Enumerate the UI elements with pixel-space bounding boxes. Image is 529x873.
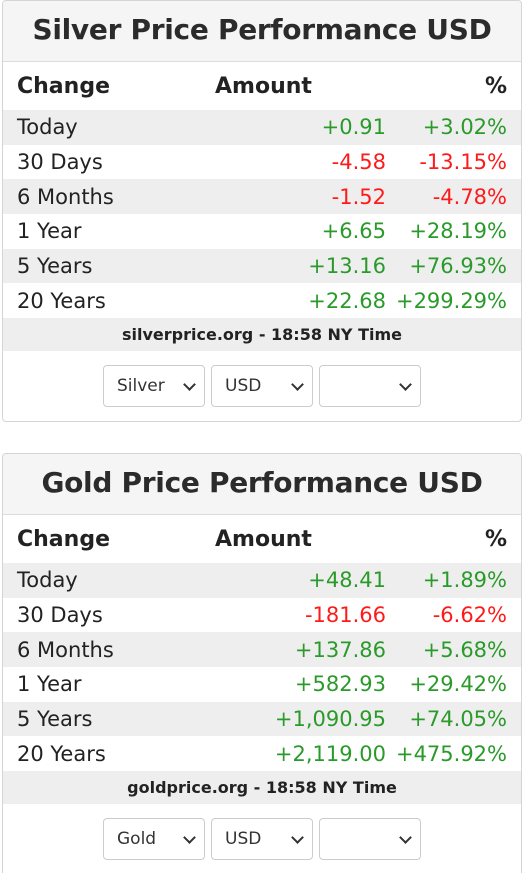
row-percent: +299.29%	[395, 288, 507, 313]
row-percent: +28.19%	[409, 219, 507, 244]
header-change: Change	[17, 526, 110, 552]
row-period: Today	[3, 110, 173, 145]
row-percent: -13.15%	[419, 150, 507, 175]
row-period: 20 Years	[17, 741, 106, 766]
table-row: 30 Days -181.66 -6.62%	[3, 598, 521, 633]
metal-select[interactable]: Gold	[103, 818, 205, 861]
row-amount: +1,090.95	[173, 701, 386, 737]
period-select[interactable]	[319, 818, 421, 861]
currency-select-value: USD	[225, 829, 262, 850]
row-period: 30 Days	[17, 150, 103, 175]
table-row: 5 Years +1,090.95 +74.05%	[3, 701, 521, 737]
row-period: 6 Months	[3, 179, 173, 215]
row-period: 1 Year	[17, 219, 82, 244]
table-header-row: Change Amount %	[3, 62, 521, 110]
currency-select-value: USD	[225, 376, 262, 397]
row-amount: +2,119.00	[274, 741, 386, 766]
row-amount: +582.93	[294, 672, 386, 697]
row-period: 1 Year	[17, 672, 82, 697]
row-amount: -181.66	[304, 603, 386, 628]
chevron-down-icon	[183, 830, 196, 844]
chevron-down-icon	[399, 830, 412, 844]
row-percent: -4.78%	[386, 179, 521, 215]
row-amount: -1.52	[173, 179, 386, 215]
table-row: 1 Year +6.65 +28.19%	[3, 214, 521, 249]
table-row: 1 Year +582.93 +29.42%	[3, 667, 521, 702]
performance-table: Change Amount % Today +0.91 +3.02% 30 Da…	[3, 62, 521, 318]
row-amount: +22.68	[308, 288, 386, 313]
table-header-row: Change Amount %	[3, 515, 521, 563]
panel-title: Gold Price Performance USD	[3, 454, 521, 515]
table-row: Today +0.91 +3.02%	[3, 110, 521, 145]
table-row: Today +48.41 +1.89%	[3, 563, 521, 598]
row-percent: +475.92%	[395, 741, 507, 766]
source-caption: goldprice.org - 18:58 NY Time	[3, 771, 521, 805]
row-period: Today	[3, 563, 173, 598]
row-percent: +74.05%	[386, 701, 521, 737]
currency-select[interactable]: USD	[211, 818, 313, 861]
period-select[interactable]	[319, 365, 421, 408]
table-row: 6 Months -1.52 -4.78%	[3, 179, 521, 215]
row-amount: -4.58	[331, 150, 386, 175]
header-percent: %	[484, 73, 507, 99]
row-percent: +76.93%	[386, 248, 521, 284]
row-amount: +137.86	[173, 632, 386, 668]
header-percent: %	[484, 526, 507, 552]
performance-table: Change Amount % Today +48.41 +1.89% 30 D…	[3, 515, 521, 771]
row-percent: +5.68%	[386, 632, 521, 668]
panel-title: Silver Price Performance USD	[3, 1, 521, 62]
row-percent: +1.89%	[386, 563, 521, 598]
silver-performance-panel: Silver Price Performance USD Change Amou…	[2, 0, 522, 422]
table-row: 6 Months +137.86 +5.68%	[3, 632, 521, 668]
row-period: 20 Years	[17, 288, 106, 313]
gold-performance-panel: Gold Price Performance USD Change Amount…	[2, 453, 522, 873]
header-amount: Amount	[215, 73, 312, 99]
row-amount: +48.41	[173, 563, 386, 598]
chevron-down-icon	[291, 830, 304, 844]
selector-controls: Silver USD	[3, 351, 521, 421]
row-amount: +6.65	[321, 219, 386, 244]
row-percent: +29.42%	[409, 672, 507, 697]
header-amount: Amount	[215, 526, 312, 552]
source-caption: silverprice.org - 18:58 NY Time	[3, 318, 521, 352]
metal-select-value: Silver	[117, 376, 165, 397]
table-row: 20 Years +2,119.00 +475.92%	[3, 736, 521, 771]
header-change: Change	[17, 73, 110, 99]
currency-select[interactable]: USD	[211, 365, 313, 408]
row-amount: +0.91	[173, 110, 386, 145]
row-period: 5 Years	[3, 701, 173, 737]
metal-select[interactable]: Silver	[103, 365, 205, 408]
table-row: 30 Days -4.58 -13.15%	[3, 145, 521, 180]
selector-controls: Gold USD	[3, 804, 521, 873]
row-period: 5 Years	[3, 248, 173, 284]
row-percent: -6.62%	[432, 603, 507, 628]
row-amount: +13.16	[173, 248, 386, 284]
table-row: 5 Years +13.16 +76.93%	[3, 248, 521, 284]
metal-select-value: Gold	[117, 829, 157, 850]
chevron-down-icon	[183, 377, 196, 391]
chevron-down-icon	[291, 377, 304, 391]
chevron-down-icon	[399, 377, 412, 391]
table-row: 20 Years +22.68 +299.29%	[3, 283, 521, 318]
row-percent: +3.02%	[386, 110, 521, 145]
row-period: 6 Months	[3, 632, 173, 668]
row-period: 30 Days	[17, 603, 103, 628]
